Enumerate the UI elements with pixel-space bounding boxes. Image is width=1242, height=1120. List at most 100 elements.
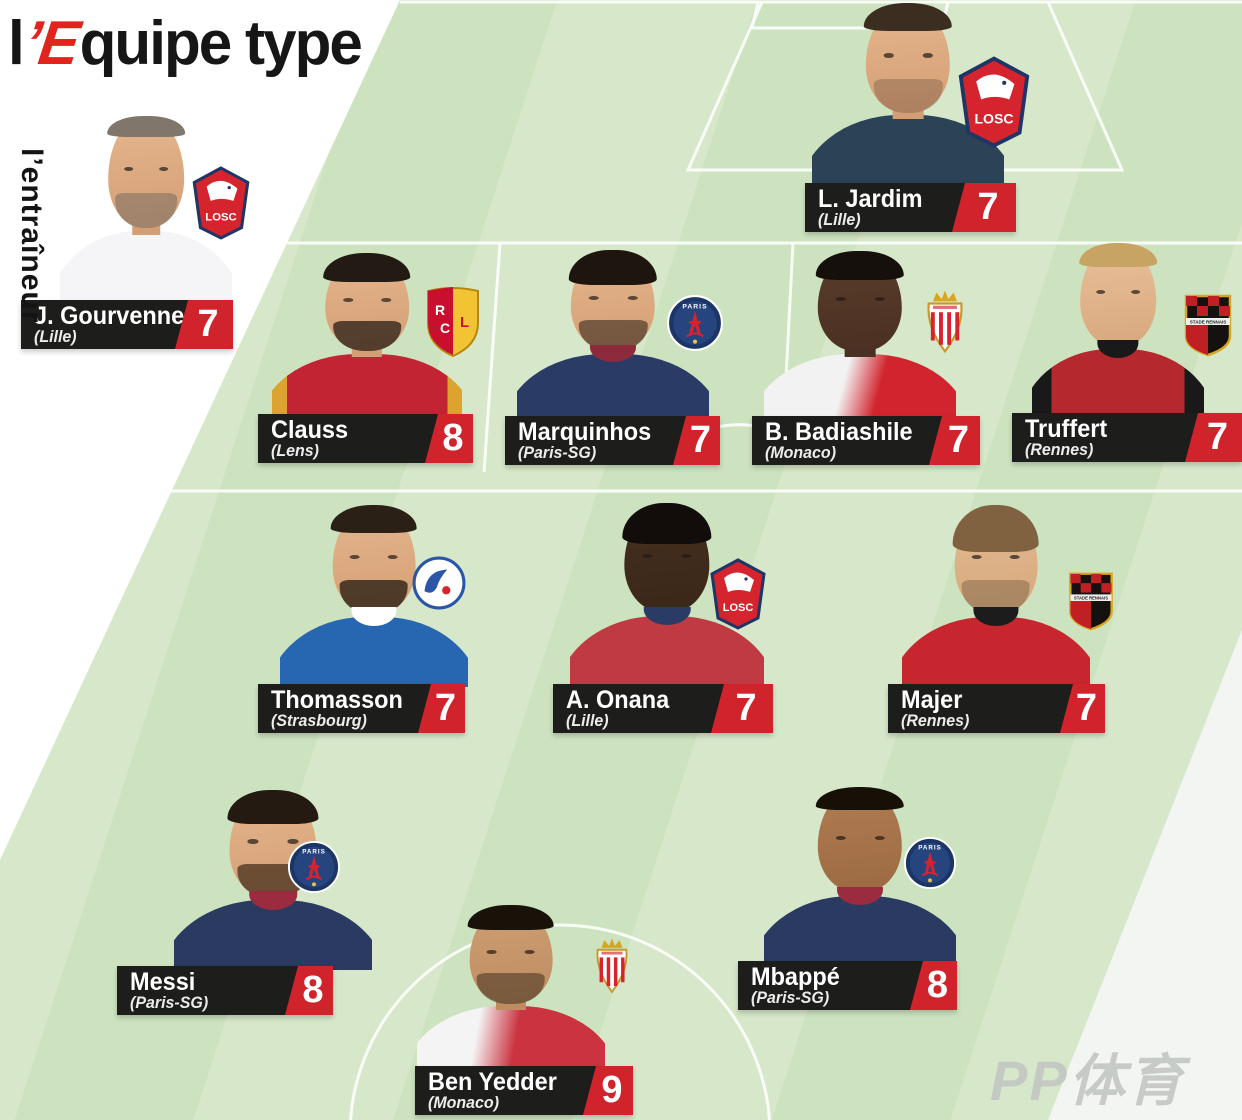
player-photo-badiashile bbox=[764, 248, 956, 419]
hair bbox=[106, 115, 186, 138]
player-name: Clauss bbox=[271, 416, 349, 444]
player-club: (Monaco) bbox=[428, 1093, 500, 1112]
losc-badge-icon: LOSC bbox=[958, 56, 1030, 148]
player-label-bar: Messi (Paris-SG) 8 bbox=[117, 966, 333, 1015]
rating-box: 7 bbox=[711, 684, 773, 733]
title-prefix: l bbox=[8, 9, 25, 78]
player-label-bar: Ben Yedder (Monaco) 9 bbox=[415, 1066, 633, 1115]
rating-box: 9 bbox=[583, 1066, 633, 1115]
player-rating: 7 bbox=[1075, 687, 1098, 729]
hair bbox=[864, 3, 952, 32]
player-club: (Rennes) bbox=[1025, 440, 1094, 459]
player-name: Thomasson bbox=[271, 686, 403, 714]
beard bbox=[114, 193, 178, 229]
title-accent-e: ’E bbox=[20, 9, 83, 78]
rating-box: 8 bbox=[910, 961, 957, 1010]
player-label-bar: B. Badiashile (Monaco) 7 bbox=[752, 416, 980, 465]
hair bbox=[816, 251, 904, 281]
eye bbox=[874, 835, 885, 840]
eye bbox=[972, 554, 982, 560]
player-name: Truffert bbox=[1025, 415, 1108, 443]
rating-box: 7 bbox=[418, 684, 465, 733]
eye bbox=[588, 296, 599, 301]
hair bbox=[816, 787, 904, 810]
player-rating: 7 bbox=[735, 687, 757, 729]
eye bbox=[287, 839, 299, 844]
player-club: (Paris-SG) bbox=[130, 993, 209, 1012]
svg-text:PARIS: PARIS bbox=[682, 304, 707, 311]
face bbox=[816, 251, 904, 351]
hair bbox=[1078, 243, 1158, 268]
coach-label-bar: J. Gourvennec (Lille) 7 bbox=[21, 300, 233, 349]
strasbourg-badge-icon bbox=[412, 556, 466, 610]
collar bbox=[643, 606, 691, 626]
player-photo-mbappe bbox=[764, 784, 956, 964]
eye bbox=[158, 166, 168, 172]
pp-sports-watermark: PP体育 bbox=[990, 1049, 1185, 1112]
eye bbox=[124, 166, 134, 172]
player-photo-onana bbox=[570, 500, 764, 687]
player-photo-marquinhos bbox=[517, 247, 709, 419]
svg-text:LOSC: LOSC bbox=[723, 602, 754, 614]
player-club: (Lens) bbox=[271, 441, 319, 460]
eye bbox=[388, 554, 398, 560]
page-title: l’Equipe type bbox=[8, 8, 363, 79]
player-label-bar: Marquinhos (Paris-SG) 7 bbox=[505, 416, 720, 465]
svg-text:R: R bbox=[435, 302, 445, 318]
player-name: A. Onana bbox=[566, 686, 670, 714]
eye bbox=[342, 297, 353, 302]
player-club: (Paris-SG) bbox=[518, 443, 597, 462]
player-club: (Strasbourg) bbox=[271, 711, 367, 730]
jersey bbox=[272, 353, 462, 417]
eye bbox=[1096, 290, 1106, 295]
hair bbox=[569, 250, 657, 286]
eye bbox=[1010, 554, 1020, 560]
jersey bbox=[764, 354, 956, 419]
beard bbox=[477, 973, 545, 1004]
coach-section-label: l’entraîneur bbox=[15, 148, 48, 324]
player-club: (Lille) bbox=[818, 210, 861, 229]
player-name: L. Jardim bbox=[818, 185, 923, 213]
player-rating: 7 bbox=[1206, 416, 1229, 458]
jersey bbox=[764, 895, 956, 964]
beard bbox=[332, 320, 402, 352]
hair bbox=[331, 505, 418, 533]
coach-jersey bbox=[60, 231, 232, 304]
hair bbox=[622, 503, 712, 544]
jersey bbox=[280, 616, 468, 687]
player-rating: 8 bbox=[302, 969, 324, 1011]
eye bbox=[350, 554, 360, 560]
player-name: Mbappé bbox=[751, 963, 840, 991]
player-name: Majer bbox=[901, 686, 963, 714]
player-name: Ben Yedder bbox=[428, 1068, 557, 1096]
eye bbox=[922, 53, 933, 58]
jersey bbox=[174, 900, 372, 970]
player-club: (Paris-SG) bbox=[751, 988, 830, 1007]
lens-badge-icon: R C L bbox=[427, 287, 479, 358]
face bbox=[331, 505, 418, 615]
face bbox=[468, 905, 555, 1004]
title-rest: quipe type bbox=[79, 9, 363, 78]
player-rating: 7 bbox=[689, 419, 712, 461]
rating-box: 7 bbox=[929, 416, 980, 465]
jersey bbox=[517, 353, 709, 419]
hair bbox=[227, 790, 319, 824]
losc-badge-icon: LOSC bbox=[192, 166, 250, 240]
collar bbox=[249, 891, 297, 910]
face bbox=[323, 253, 411, 352]
psg-badge-icon: PARIS bbox=[903, 836, 957, 890]
center-circle bbox=[349, 923, 771, 1120]
player-club: (Monaco) bbox=[765, 443, 837, 462]
coach-photo bbox=[60, 112, 232, 304]
eye bbox=[487, 950, 497, 954]
face bbox=[816, 787, 904, 892]
player-photo-messi bbox=[174, 787, 372, 970]
rennes-badge-icon: STADE RENNAIS bbox=[1069, 572, 1113, 631]
player-photo-truffert bbox=[1032, 240, 1204, 416]
player-label-bar: Majer (Rennes) 7 bbox=[888, 684, 1105, 733]
rating-box: 7 bbox=[1060, 684, 1105, 733]
face bbox=[864, 3, 952, 113]
beard bbox=[873, 78, 943, 113]
svg-text:L: L bbox=[460, 314, 469, 331]
player-rating: 8 bbox=[926, 964, 949, 1006]
